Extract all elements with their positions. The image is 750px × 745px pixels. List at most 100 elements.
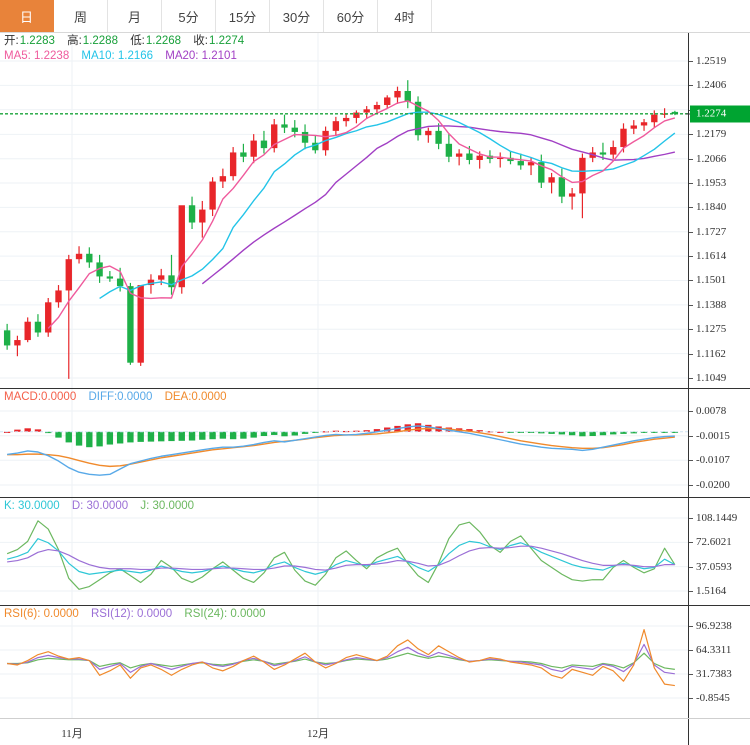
open-value: 1.2283 xyxy=(19,35,55,47)
ma5-legend: MA5: 1.2238 xyxy=(4,50,70,62)
axis-tick xyxy=(689,85,693,87)
ma20-legend: MA20: 1.2101 xyxy=(165,50,237,62)
axis-tick-label: 1.2406 xyxy=(696,79,727,92)
axis-tick xyxy=(689,674,693,675)
axis-tick xyxy=(689,61,693,62)
axis-tick xyxy=(689,566,693,568)
axis-tick-label: 1.1049 xyxy=(696,372,727,384)
tab-7[interactable]: 4时 xyxy=(378,0,432,32)
axis-tick-label: 1.5164 xyxy=(696,585,727,597)
price-plot xyxy=(0,33,688,388)
kdj-axis: 108.1449 72.6021 37.0593 1.5164 xyxy=(688,498,750,605)
axis-tick-label: 1.2179 xyxy=(696,128,727,141)
rsi24-value: RSI(24): 0.0000 xyxy=(184,608,266,620)
tab-label: 60分 xyxy=(336,9,365,25)
tab-1[interactable]: 周 xyxy=(54,0,108,32)
tab-label: 周 xyxy=(73,9,87,25)
high-label: 高: xyxy=(67,35,82,47)
diff-value: DIFF:0.0000 xyxy=(88,391,153,403)
axis-tick xyxy=(689,182,693,184)
axis-tick xyxy=(689,378,693,379)
axis-tick-label: 1.2066 xyxy=(696,152,727,165)
axis-tick xyxy=(689,158,693,160)
axis-corner xyxy=(688,719,750,745)
rsi12-value: RSI(12): 0.0000 xyxy=(91,608,173,620)
axis-tick-label: 1.1388 xyxy=(696,298,727,311)
tab-label: 4时 xyxy=(394,9,415,25)
tab-label: 15分 xyxy=(228,9,257,25)
ma10-legend: MA10: 1.2166 xyxy=(81,50,154,62)
axis-tick xyxy=(689,231,693,233)
close-label: 收: xyxy=(193,35,208,47)
macd-panel: MACD:0.0000 DIFF:0.0000 DEA:0.0000 0.007… xyxy=(0,389,750,497)
axis-tick-label: 31.7383 xyxy=(696,668,732,680)
tab-label: 月 xyxy=(127,9,141,25)
tab-3[interactable]: 5分 xyxy=(162,0,216,32)
dea-value: DEA:0.0000 xyxy=(164,391,227,403)
axis-tick-label: 64.3311 xyxy=(696,644,732,656)
macd-axis: 0.0078 -0.0015 -0.0107 -0.0200 xyxy=(688,389,750,497)
axis-tick-label: -0.0015 xyxy=(696,429,730,442)
close-value: 1.2274 xyxy=(208,35,245,47)
low-value: 1.2268 xyxy=(145,35,182,47)
tab-label: 5分 xyxy=(178,9,199,25)
axis-tick xyxy=(689,542,693,544)
d-value: D: 30.0000 xyxy=(71,500,129,512)
panel-divider-2 xyxy=(0,497,750,498)
timeframe-tabbar: 日 周 月 5分 15分 30分 60分 4时 xyxy=(0,0,750,33)
axis-tick xyxy=(689,485,693,486)
time-axis-label: 11月 xyxy=(61,728,83,740)
axis-tick xyxy=(689,518,693,519)
axis-tick-label: 1.1840 xyxy=(696,201,727,214)
rsi-axis: 96.9238 64.3311 31.7383 -0.8545 xyxy=(688,606,750,718)
tab-label: 日 xyxy=(19,9,33,25)
axis-tick-label: 1.1953 xyxy=(696,176,727,189)
axis-tick xyxy=(689,329,693,331)
axis-tick-label: -0.8545 xyxy=(696,692,730,704)
axis-tick xyxy=(689,353,693,355)
k-value: K: 30.0000 xyxy=(4,500,60,512)
axis-tick-label: 72.6021 xyxy=(696,536,732,549)
time-axis: 11月 12月 xyxy=(0,718,750,745)
tab-6[interactable]: 60分 xyxy=(324,0,378,32)
axis-tick xyxy=(689,256,693,258)
axis-tick xyxy=(689,650,693,651)
axis-tick xyxy=(689,411,693,412)
panel-divider-1 xyxy=(0,388,750,389)
axis-tick xyxy=(689,207,693,209)
tab-5[interactable]: 30分 xyxy=(270,0,324,32)
tab-4[interactable]: 15分 xyxy=(216,0,270,32)
axis-tick-label: 1.1727 xyxy=(696,225,727,238)
panel-divider-3 xyxy=(0,605,750,606)
axis-tick xyxy=(689,626,693,627)
axis-tick-label: 0.0078 xyxy=(696,405,727,417)
axis-tick xyxy=(689,304,693,306)
tab-label: 30分 xyxy=(282,9,311,25)
kdj-legend: K: 30.0000 D: 30.0000 J: 30.0000 xyxy=(4,500,203,513)
axis-tick xyxy=(689,435,693,437)
rsi-legend: RSI(6): 0.0000 RSI(12): 0.0000 RSI(24): … xyxy=(4,608,275,621)
tab-2[interactable]: 月 xyxy=(108,0,162,32)
macd-value: MACD:0.0000 xyxy=(4,391,77,403)
current-price-badge: 1.2274 xyxy=(686,105,750,123)
open-label: 开: xyxy=(4,35,19,47)
kdj-plot xyxy=(0,498,688,605)
macd-legend: MACD:0.0000 DIFF:0.0000 DEA:0.0000 xyxy=(4,391,236,404)
price-panel: 开:1.2283 高:1.2288 低:1.2268 收:1.2274 MA5:… xyxy=(0,33,750,388)
j-value: J: 30.0000 xyxy=(140,500,195,512)
axis-tick-label: -0.0107 xyxy=(696,454,730,467)
macd-plot xyxy=(0,389,688,497)
rsi-plot xyxy=(0,606,688,718)
axis-tick-label: 96.9238 xyxy=(696,620,732,632)
low-label: 低: xyxy=(130,35,145,47)
tab-0[interactable]: 日 xyxy=(0,0,54,32)
tabbar-filler xyxy=(432,0,750,32)
axis-tick xyxy=(689,698,693,699)
axis-tick-label: -0.0200 xyxy=(696,479,730,491)
kdj-panel: K: 30.0000 D: 30.0000 J: 30.0000 108.144… xyxy=(0,498,750,605)
axis-tick xyxy=(689,591,693,592)
axis-tick-label: 37.0593 xyxy=(696,560,732,573)
axis-tick-label: 1.1501 xyxy=(696,274,727,287)
price-legend: 开:1.2283 高:1.2288 低:1.2268 收:1.2274 MA5:… xyxy=(4,35,253,63)
